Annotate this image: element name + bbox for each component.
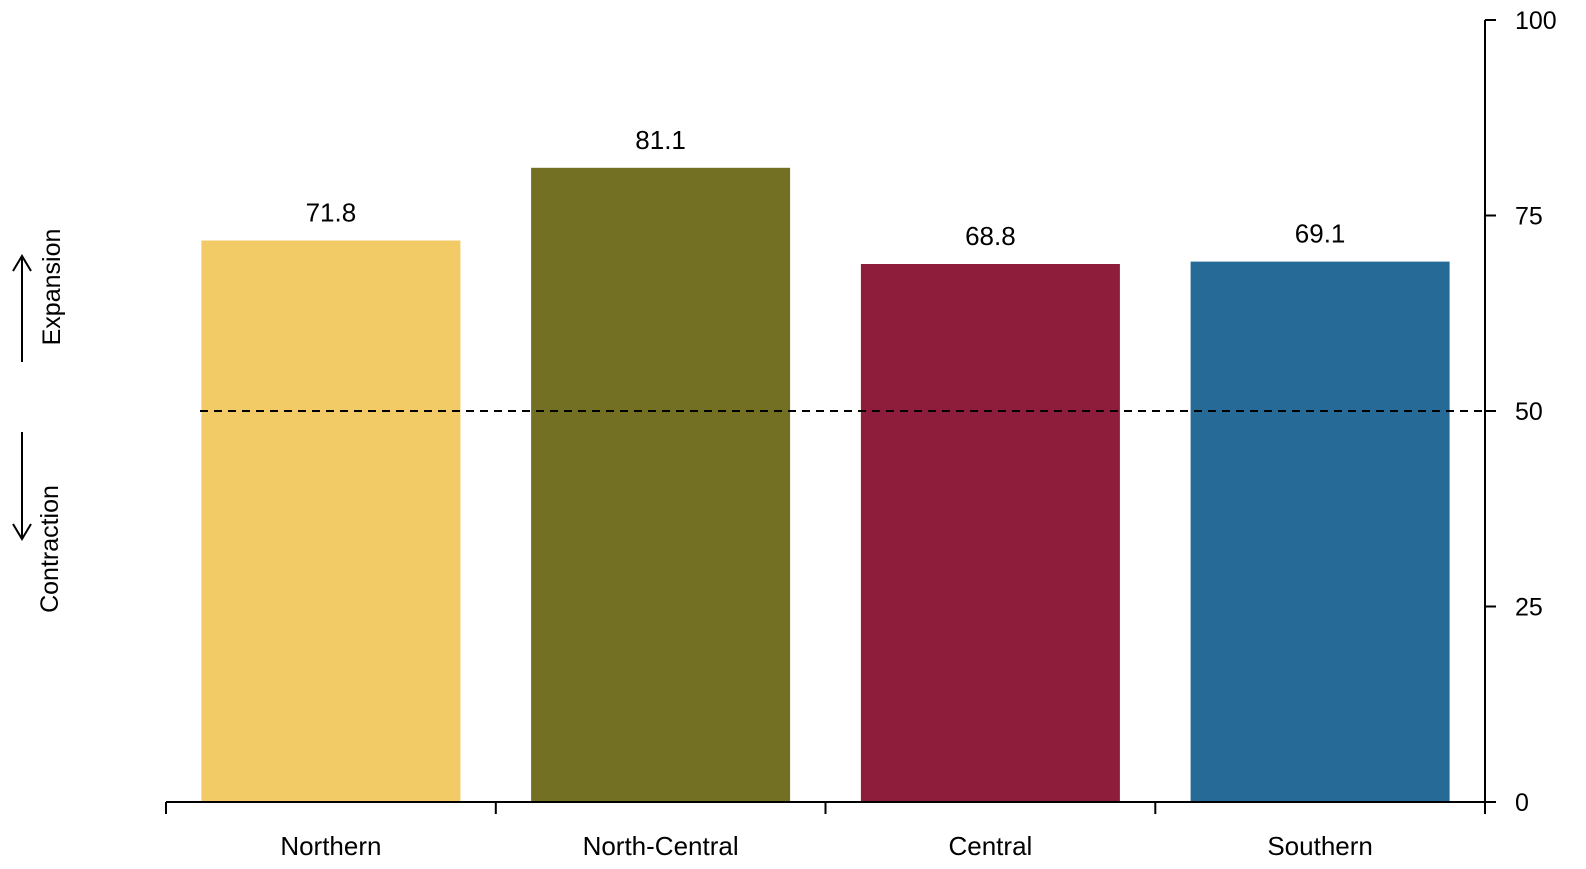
data-label-central: 68.8 bbox=[965, 221, 1016, 251]
bars-layer bbox=[201, 167, 1450, 803]
axes-layer bbox=[165, 19, 1496, 814]
y-tick-label-25: 25 bbox=[1515, 594, 1543, 622]
y-tick-label-50: 50 bbox=[1515, 398, 1543, 426]
y-tick-label-100: 100 bbox=[1515, 7, 1557, 35]
bar-northern bbox=[201, 240, 461, 802]
labels-layer: 71.8 Northern 81.1 North-Central 68.8 Central… bbox=[280, 7, 1556, 861]
category-label-central: Central bbox=[948, 831, 1032, 861]
up-arrow-icon bbox=[12, 254, 32, 362]
bar-southern bbox=[1190, 261, 1450, 803]
side-annotations: Expansion Contraction bbox=[12, 229, 66, 613]
down-arrow-icon bbox=[12, 432, 32, 541]
bar-central bbox=[860, 264, 1120, 802]
data-label-northern: 71.8 bbox=[306, 198, 357, 228]
contraction-label: Contraction bbox=[36, 485, 64, 613]
category-label-southern: Southern bbox=[1267, 831, 1373, 861]
expansion-label: Expansion bbox=[38, 229, 66, 346]
data-label-north-central: 81.1 bbox=[635, 125, 686, 155]
y-tick-label-75: 75 bbox=[1515, 203, 1543, 231]
y-tick-label-0: 0 bbox=[1515, 789, 1529, 817]
data-label-southern: 69.1 bbox=[1295, 219, 1346, 249]
bar-north-central bbox=[531, 167, 791, 803]
category-label-northern: Northern bbox=[280, 831, 381, 861]
category-label-north-central: North-Central bbox=[583, 831, 739, 861]
